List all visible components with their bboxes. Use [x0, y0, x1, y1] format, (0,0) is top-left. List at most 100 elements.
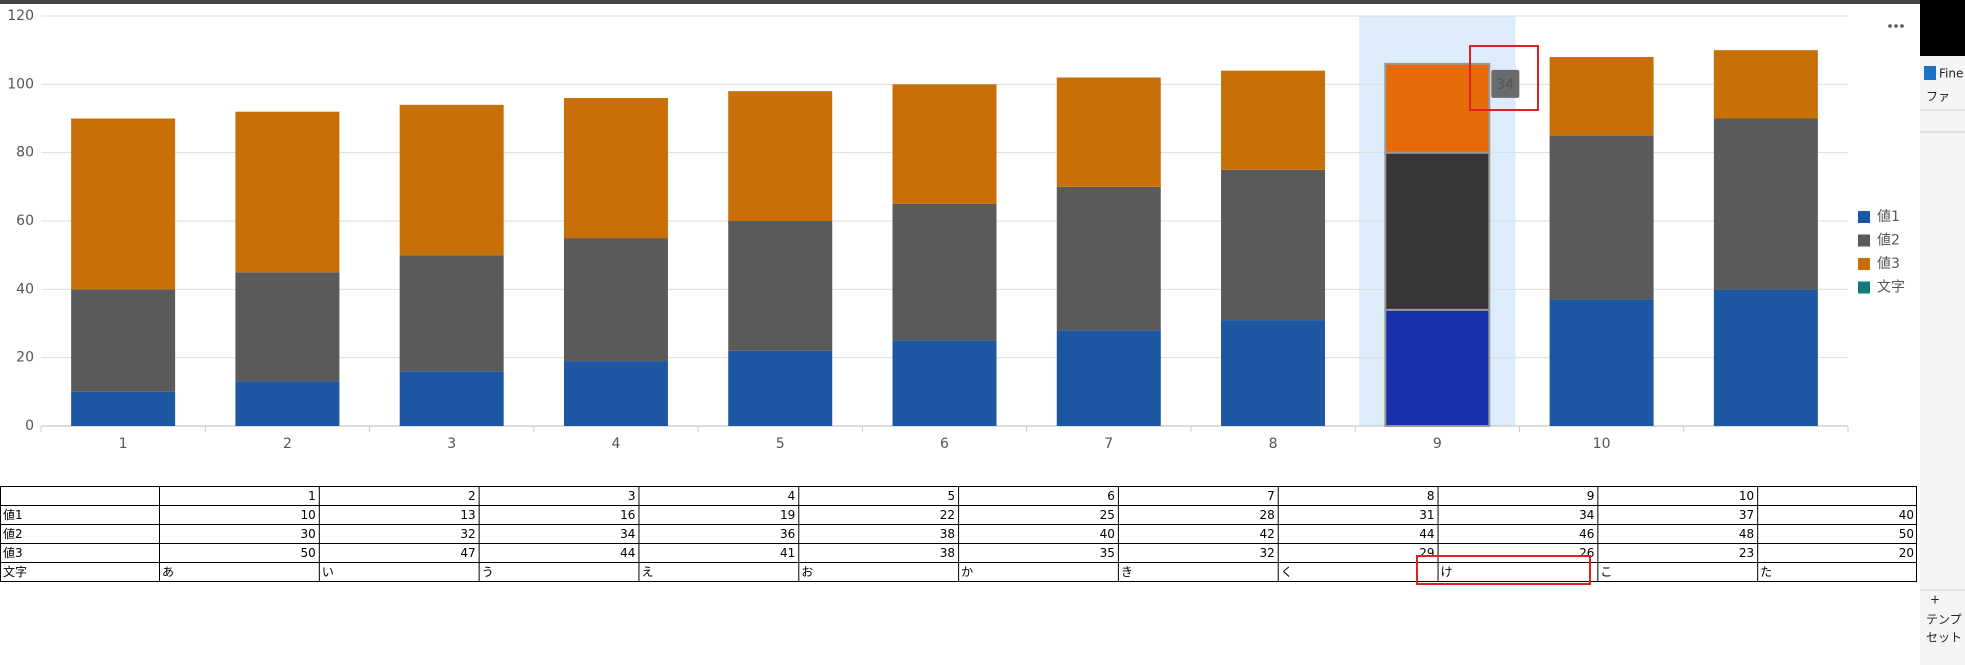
bar-segment[interactable] — [892, 340, 997, 426]
header-cell: 1 — [308, 489, 316, 503]
cell: 40 — [1100, 527, 1115, 541]
panel-text: テンプ — [1926, 613, 1962, 627]
bar-segment[interactable] — [1221, 320, 1326, 426]
bar-segment[interactable] — [1221, 169, 1326, 321]
bar-segment[interactable] — [563, 361, 668, 426]
bar-segment[interactable] — [235, 111, 340, 273]
bar-segment[interactable] — [1549, 299, 1654, 426]
row-label: 値2 — [3, 526, 23, 541]
x-tick-label: 4 — [611, 436, 620, 452]
bar-segment[interactable] — [1056, 77, 1161, 187]
bar-segment[interactable] — [1713, 289, 1818, 426]
bar-segment[interactable] — [235, 272, 340, 382]
legend-swatch[interactable] — [1858, 258, 1870, 270]
bar-segment[interactable] — [563, 238, 668, 362]
app-icon — [1924, 66, 1936, 80]
panel-text: ファ — [1926, 90, 1950, 104]
x-tick-label: 3 — [447, 436, 456, 452]
bar-segment[interactable] — [1549, 57, 1654, 136]
cell: 23 — [1739, 546, 1754, 560]
cell: く — [1281, 565, 1293, 579]
bar-segment[interactable] — [1221, 70, 1326, 170]
cell: 44 — [620, 546, 635, 560]
bar-segment[interactable] — [1384, 308, 1491, 428]
cell: え — [641, 565, 653, 579]
bar-segment[interactable] — [563, 98, 668, 239]
top-strip — [0, 0, 1920, 4]
y-tick-label: 120 — [7, 8, 34, 24]
legend-swatch[interactable] — [1858, 234, 1870, 247]
dot — [1888, 24, 1892, 28]
header-cell: 5 — [947, 489, 955, 503]
cell: け — [1441, 565, 1453, 579]
bar-segment[interactable] — [1713, 118, 1818, 290]
bar-segment[interactable] — [1549, 135, 1654, 300]
bar-segment[interactable] — [1713, 50, 1818, 119]
legend-swatch[interactable] — [1858, 281, 1870, 294]
x-tick-label: 6 — [940, 436, 949, 452]
header-cell: 6 — [1107, 489, 1115, 503]
cell: 41 — [780, 546, 795, 560]
legend-label[interactable]: 値2 — [1877, 233, 1900, 249]
cell: 50 — [301, 546, 316, 560]
cell: 47 — [460, 546, 475, 560]
legend-swatch[interactable] — [1858, 211, 1870, 223]
bar-segment[interactable] — [71, 289, 176, 392]
dot — [1894, 24, 1898, 28]
cell: 25 — [1100, 508, 1115, 522]
more-menu[interactable] — [1888, 24, 1904, 28]
cell: 32 — [1259, 546, 1274, 560]
legend-label[interactable]: 値1 — [1877, 209, 1900, 225]
bar-segment[interactable] — [71, 391, 176, 426]
legend-label[interactable]: 文字 — [1877, 280, 1905, 296]
header-cell: 3 — [628, 489, 636, 503]
cell: 40 — [1899, 508, 1914, 522]
bar-segment[interactable] — [235, 381, 340, 426]
cell: 32 — [460, 527, 475, 541]
annotation-box — [1469, 45, 1539, 111]
row-label: 文字 — [3, 564, 27, 579]
cell: 22 — [940, 508, 955, 522]
bar-segment[interactable] — [1056, 330, 1161, 426]
bar-segment[interactable] — [728, 350, 833, 426]
legend-label[interactable]: 値3 — [1877, 256, 1900, 272]
x-tick-label: 8 — [1269, 436, 1278, 452]
bar-segment[interactable] — [892, 203, 997, 341]
cell: 48 — [1739, 527, 1754, 541]
bar-segment[interactable] — [728, 91, 833, 222]
header-cell: 4 — [788, 489, 796, 503]
x-tick-label: 10 — [1593, 436, 1611, 452]
cell: 13 — [460, 508, 475, 522]
bar-segment[interactable] — [399, 104, 504, 256]
bar-segment[interactable] — [1056, 186, 1161, 331]
y-tick-label: 40 — [16, 281, 34, 297]
bar-segment[interactable] — [399, 371, 504, 426]
header-cell: 8 — [1427, 489, 1435, 503]
cell: こ — [1600, 565, 1612, 579]
x-tick-label: 2 — [283, 436, 292, 452]
bar-segment[interactable] — [399, 255, 504, 372]
bar-segment[interactable] — [71, 118, 176, 290]
add-button[interactable]: + — [1930, 593, 1940, 607]
bar-segment[interactable] — [1384, 62, 1491, 154]
y-tick-label: 100 — [7, 76, 34, 92]
tooltip-value: 34 — [1496, 77, 1514, 93]
cell: 36 — [780, 527, 795, 541]
bar-segment[interactable] — [728, 221, 833, 351]
header-cell: 2 — [468, 489, 476, 503]
row-label: 値3 — [3, 545, 23, 560]
panel-bg — [1920, 56, 1965, 665]
bar-segment[interactable] — [1384, 151, 1491, 311]
cell: 28 — [1259, 508, 1274, 522]
cell: 42 — [1259, 527, 1274, 541]
cell: き — [1121, 565, 1133, 579]
bar-segment[interactable] — [892, 84, 997, 204]
header-cell: 10 — [1739, 489, 1754, 503]
panel-text: Fine — [1939, 67, 1963, 81]
x-tick-label: 5 — [776, 436, 785, 452]
dot — [1900, 24, 1904, 28]
